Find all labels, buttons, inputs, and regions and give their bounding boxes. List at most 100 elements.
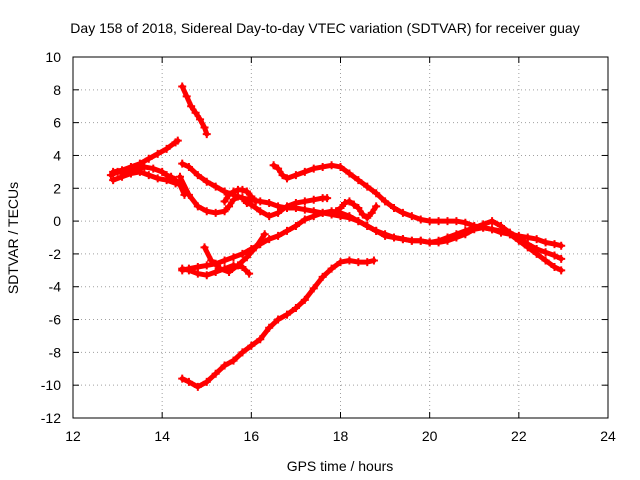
data-point — [184, 190, 193, 199]
data-point — [153, 174, 162, 183]
series-track-2 — [109, 136, 182, 176]
data-point — [327, 264, 336, 273]
data-point — [247, 192, 256, 201]
series-track-11 — [178, 261, 254, 280]
data-point — [256, 207, 265, 216]
y-tick-label: -8 — [49, 344, 62, 360]
data-point — [220, 264, 229, 273]
data-point — [434, 217, 443, 226]
data-point — [178, 374, 187, 383]
data-point — [318, 162, 327, 171]
data-point — [354, 203, 363, 212]
data-point — [291, 171, 300, 180]
data-point — [135, 159, 144, 168]
data-series — [106, 82, 566, 391]
data-point — [443, 217, 452, 226]
x-tick-label: 22 — [511, 428, 527, 444]
series-track-4 — [178, 82, 211, 139]
data-point — [225, 202, 234, 211]
data-point — [300, 205, 309, 214]
data-point — [345, 212, 354, 221]
data-point — [300, 167, 309, 176]
x-tick-label: 16 — [244, 428, 260, 444]
data-point — [349, 200, 358, 209]
data-point — [118, 172, 127, 181]
data-point — [247, 200, 256, 209]
data-point — [162, 176, 171, 185]
data-point — [300, 295, 309, 304]
series-track-13 — [178, 256, 378, 391]
data-point — [390, 203, 398, 212]
data-point — [193, 171, 202, 180]
data-point — [200, 243, 209, 252]
data-point — [238, 348, 247, 357]
data-point — [245, 269, 254, 278]
data-point — [345, 197, 354, 206]
data-point — [381, 197, 390, 206]
chart-title: Day 158 of 2018, Sidereal Day-to-day VTE… — [70, 20, 579, 36]
data-point — [407, 212, 416, 221]
y-tick-label: 4 — [53, 147, 61, 163]
data-point — [149, 164, 158, 173]
data-point — [309, 164, 318, 173]
data-point — [158, 167, 167, 176]
data-point — [541, 248, 550, 257]
data-point — [256, 335, 265, 344]
data-point — [153, 149, 162, 158]
data-point — [488, 225, 497, 234]
data-point — [220, 361, 229, 370]
data-point — [202, 377, 211, 386]
data-point — [265, 212, 274, 221]
data-point — [176, 172, 184, 181]
data-point — [202, 271, 211, 280]
data-point — [550, 240, 559, 249]
data-point — [140, 162, 149, 171]
data-point — [184, 162, 193, 171]
data-point — [242, 187, 251, 196]
data-point — [200, 123, 209, 132]
data-point — [332, 207, 341, 216]
data-point — [238, 249, 247, 258]
series-track-3 — [109, 167, 187, 189]
data-point — [251, 197, 260, 206]
data-point — [162, 144, 171, 153]
data-point — [367, 208, 376, 217]
data-point — [309, 195, 318, 204]
data-point — [300, 197, 309, 206]
x-tick-label: 12 — [65, 428, 81, 444]
data-point — [369, 256, 378, 265]
data-point — [557, 254, 566, 263]
data-point — [425, 238, 434, 247]
data-point — [202, 130, 211, 139]
y-tick-label: 2 — [53, 180, 61, 196]
data-point — [505, 228, 514, 237]
data-point — [345, 256, 354, 265]
data-point — [532, 244, 541, 253]
data-point — [309, 212, 318, 221]
data-point — [144, 154, 153, 163]
data-point — [184, 377, 193, 386]
series-track-6 — [176, 172, 332, 221]
data-point — [182, 92, 191, 101]
series-line — [179, 258, 377, 390]
data-point — [532, 235, 541, 244]
data-point — [523, 240, 532, 249]
data-point — [372, 226, 381, 235]
data-point — [291, 304, 300, 313]
x-tick-label: 14 — [154, 428, 170, 444]
data-point — [274, 315, 283, 324]
data-point — [340, 199, 349, 208]
data-point — [202, 207, 211, 216]
data-point — [202, 261, 211, 270]
data-point — [238, 194, 247, 203]
data-point — [229, 356, 238, 365]
y-tick-label: -4 — [49, 279, 62, 295]
data-point — [283, 174, 291, 183]
data-point — [318, 272, 327, 281]
data-point — [363, 258, 372, 267]
data-point — [109, 176, 118, 185]
data-point — [265, 235, 274, 244]
data-point — [557, 241, 566, 250]
